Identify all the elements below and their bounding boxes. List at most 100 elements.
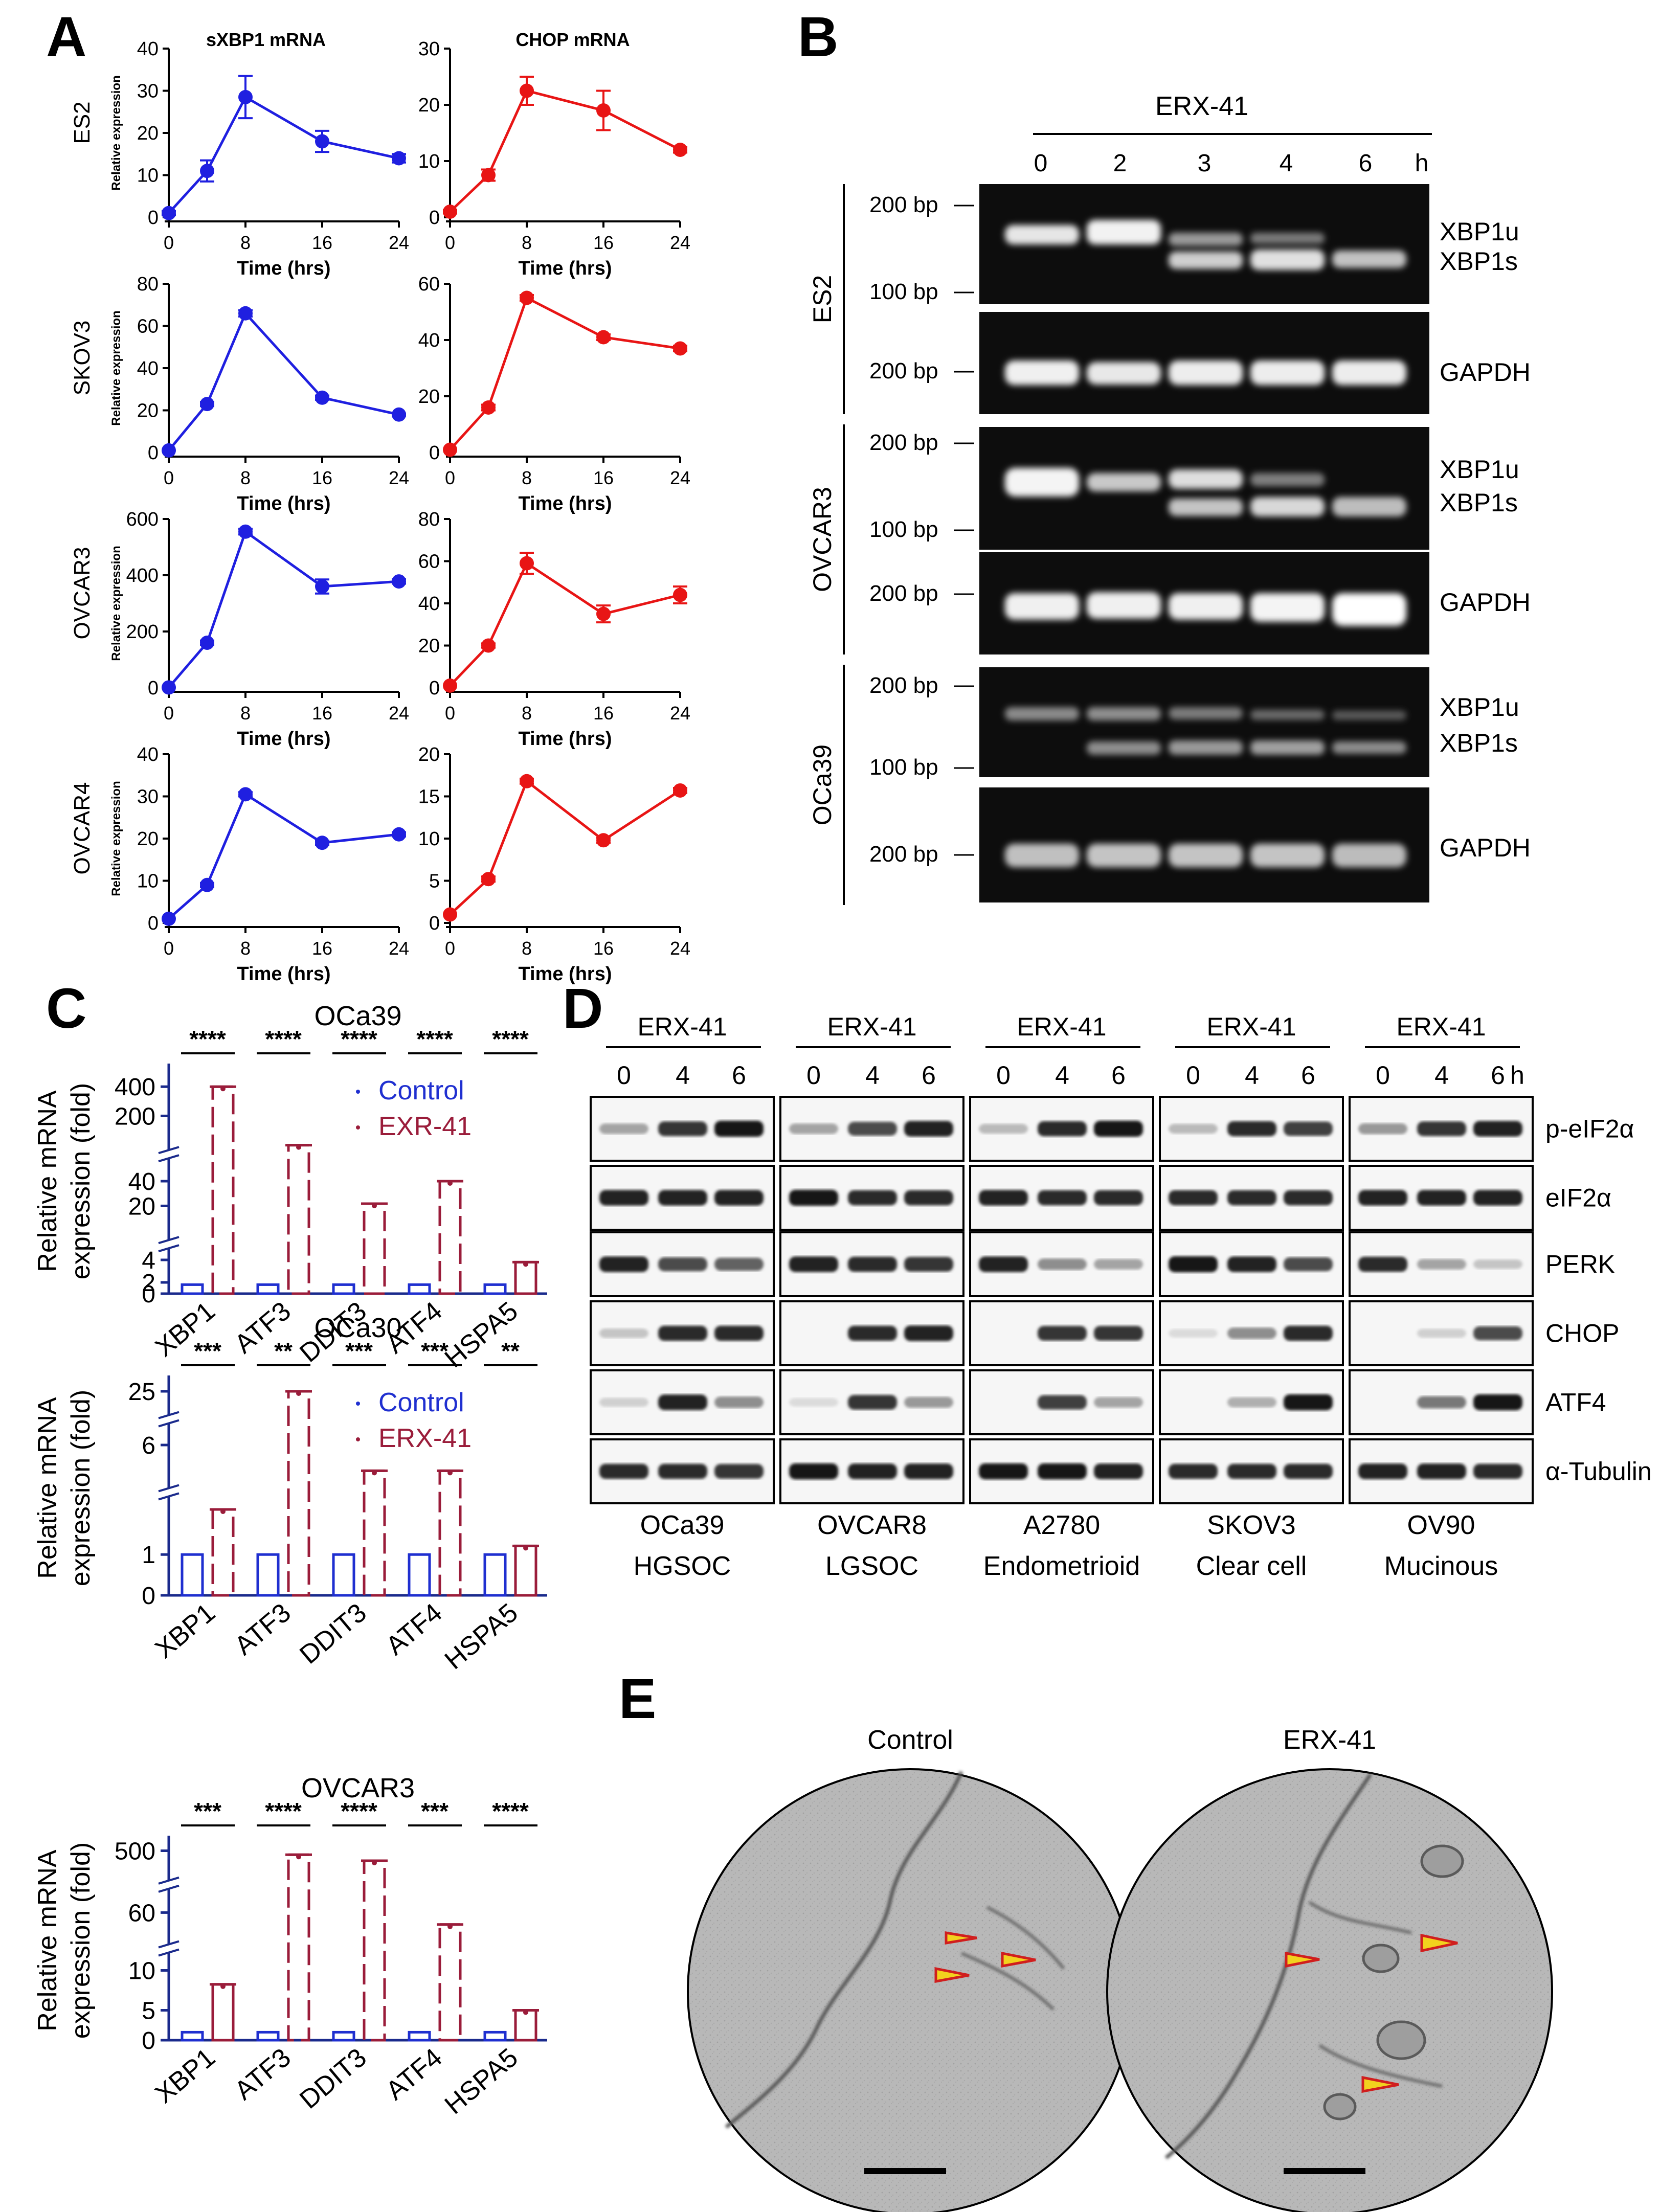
blot-time-label: 6 <box>1111 1061 1126 1090</box>
x-tick-label: 16 <box>312 703 332 724</box>
blot-time-label: 0 <box>1376 1061 1390 1090</box>
em-texture <box>689 1771 1131 2212</box>
bar-chart-oca30: OCa30 Relative mRNA expression (fold) 0 1 6 25… <box>33 1313 547 1675</box>
em-er <box>1308 1901 1412 1934</box>
bar-chart-title: OVCAR3 <box>301 1773 415 1803</box>
bar-erx41-point <box>447 1470 453 1476</box>
blot-band <box>658 1463 707 1479</box>
blot-band <box>1094 1463 1143 1479</box>
band <box>1332 844 1406 867</box>
data-point <box>520 556 534 571</box>
axis-break-mark <box>158 1948 180 1957</box>
band <box>1005 225 1079 244</box>
y-axis-label: Relative expression <box>109 546 123 661</box>
blot-band <box>1094 1326 1143 1341</box>
arrowhead <box>934 1967 970 1983</box>
blot-band <box>1038 1190 1087 1206</box>
data-point <box>315 579 329 594</box>
col-title-sxbp1: sXBP1 mRNA <box>206 29 326 50</box>
b-time-6: 6 <box>1359 150 1373 177</box>
data-point <box>238 524 253 539</box>
bp-200-oca39-gapdh: 200 bp <box>869 842 938 867</box>
y-axis-label-1: Relative mRNA <box>33 1849 62 2032</box>
panel-e-em-images: Control ERX-41 <box>687 1725 1553 2212</box>
y-tick-label: 600 <box>126 509 159 530</box>
bar-control <box>332 2030 355 2042</box>
blot-band <box>1284 1257 1333 1272</box>
em-er <box>986 1906 1065 1970</box>
x-tick-label: 24 <box>670 703 690 724</box>
data-point <box>392 407 406 422</box>
blot-band <box>904 1190 953 1206</box>
x-tick-label: 24 <box>670 467 690 488</box>
x-tick-label: 0 <box>164 467 174 488</box>
y-tick-label: 400 <box>115 1074 155 1101</box>
x-tick-label: 0 <box>164 703 174 724</box>
bar-control <box>181 1553 204 1597</box>
category-label: ATF3 <box>229 1598 297 1661</box>
blot-band <box>1227 1190 1276 1206</box>
category-label: ATF4 <box>380 1598 448 1661</box>
data-point <box>200 877 214 892</box>
blot-band <box>904 1463 953 1479</box>
b-time-0: 0 <box>1034 150 1048 177</box>
y-tick-label: 20 <box>128 1193 155 1220</box>
blot-treatment-label: ERX-41 <box>1206 1012 1296 1041</box>
b-treatment-label: ERX-41 <box>1155 92 1248 121</box>
y-axis-label-1: Relative mRNA <box>33 1397 62 1579</box>
band <box>1087 741 1161 755</box>
b-time-3: 3 <box>1198 150 1212 177</box>
bp-200-ovcar3: 200 bp <box>869 430 938 455</box>
bp-100-ovcar3: 100 bp <box>869 517 938 542</box>
blot-time-label: 4 <box>865 1061 880 1090</box>
col-title-chop: CHOP mRNA <box>515 29 630 50</box>
bar-control <box>408 1553 431 1597</box>
y-tick-label: 10 <box>418 828 440 850</box>
blot-band <box>658 1394 707 1410</box>
x-tick-label: 16 <box>312 232 332 253</box>
blot-cell-line-name: A2780 <box>1023 1510 1100 1540</box>
blot-band <box>1169 1123 1218 1134</box>
band <box>1005 468 1079 496</box>
blot-band <box>904 1257 953 1272</box>
em-mitochondrion <box>1362 1944 1400 1973</box>
bar-erx41 <box>211 1983 235 2042</box>
x-tick-label: 8 <box>522 938 532 959</box>
y-tick-label: 0 <box>429 678 440 699</box>
category-label: DDIT3 <box>294 1598 372 1670</box>
data-point <box>238 89 253 104</box>
legend-erx41: ERX-41 <box>378 1424 472 1453</box>
blot-band <box>1417 1259 1466 1270</box>
blot-band <box>1169 1463 1218 1479</box>
panel-label-a: A <box>46 6 86 69</box>
y-tick-label: 60 <box>137 316 159 337</box>
line-chart-skov3-sxbp1: 0 20 40 60 80 0 8 16 24 Time (hrs) Relative expres… <box>109 274 409 514</box>
blot-band <box>1284 1325 1333 1341</box>
bar-control <box>181 1283 204 1295</box>
axis-break-mark <box>158 1884 180 1893</box>
legend-marker-control <box>356 1402 360 1406</box>
panel-a-line-charts: sXBP1 mRNA CHOP mRNA ES2 SKOV3 OVCAR3 OV… <box>70 29 690 985</box>
b-time-2: 2 <box>1113 150 1127 177</box>
blot-time-label: 6 <box>732 1061 746 1090</box>
bar-erx41 <box>514 1260 537 1295</box>
legend-control: Control <box>378 1388 464 1417</box>
axis-break-mark <box>158 1146 180 1155</box>
band <box>1332 593 1406 626</box>
x-tick-label: 0 <box>164 232 174 253</box>
blot-band <box>904 1325 953 1341</box>
axis-break-mark <box>158 1492 180 1501</box>
blot-band <box>658 1121 707 1136</box>
blot-band <box>1227 1397 1276 1408</box>
x-axis-label: Time (hrs) <box>518 493 612 514</box>
band <box>1005 593 1079 620</box>
significance-stars: **** <box>189 1026 226 1052</box>
band <box>1087 844 1161 867</box>
band <box>1332 251 1406 268</box>
x-tick-label: 24 <box>389 938 409 959</box>
bar-erx41 <box>363 1469 386 1597</box>
x-tick-label: 8 <box>522 232 532 253</box>
blot-band <box>658 1325 707 1341</box>
